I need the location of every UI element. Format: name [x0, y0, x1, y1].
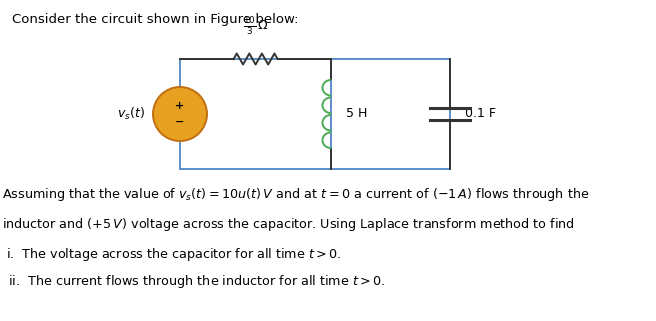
Text: 5 H: 5 H	[346, 108, 367, 120]
Text: 0.1 F: 0.1 F	[465, 108, 496, 120]
Text: i.  The voltage across the capacitor for all time $t > 0$.: i. The voltage across the capacitor for …	[6, 246, 342, 263]
Circle shape	[153, 87, 207, 141]
Text: $\frac{10}{3}\,\Omega$: $\frac{10}{3}\,\Omega$	[243, 15, 268, 37]
Text: Assuming that the value of $v_s(t) = 10u(t)\,V$ and at $t = 0$ a current of $(-1: Assuming that the value of $v_s(t) = 10u…	[1, 186, 589, 203]
Text: −: −	[175, 117, 185, 127]
Text: Consider the circuit shown in Figure below:: Consider the circuit shown in Figure bel…	[12, 13, 298, 26]
Text: $v_s(t)$: $v_s(t)$	[117, 106, 145, 122]
Text: ii.  The current flows through the inductor for all time $t > 0$.: ii. The current flows through the induct…	[7, 273, 385, 290]
Text: inductor and $(+5\,V)$ voltage across the capacitor. Using Laplace transform met: inductor and $(+5\,V)$ voltage across th…	[1, 216, 575, 233]
Text: +: +	[175, 101, 184, 111]
